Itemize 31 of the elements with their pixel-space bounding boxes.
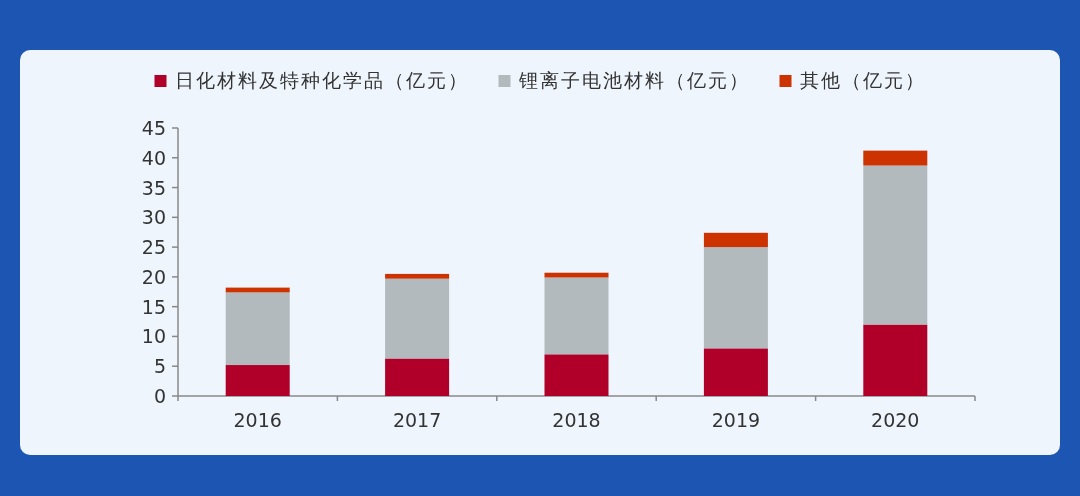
legend-label: 锂离子电池材料（亿元） xyxy=(517,69,750,91)
bar xyxy=(225,292,290,366)
y-tick-label: 20 xyxy=(141,265,166,288)
x-tick-label: 2020 xyxy=(871,409,920,431)
x-tick-label: 2018 xyxy=(552,409,601,431)
bar xyxy=(385,278,450,359)
bar xyxy=(385,273,450,279)
bar xyxy=(863,150,928,166)
y-tick-label: 15 xyxy=(141,295,166,318)
bar xyxy=(703,247,768,349)
x-tick-label: 2016 xyxy=(233,409,282,431)
bar xyxy=(703,232,768,248)
y-tick-label: 45 xyxy=(141,117,166,139)
bar xyxy=(225,365,290,396)
bar xyxy=(544,354,609,396)
x-tick-label: 2017 xyxy=(392,409,442,431)
y-tick-label: 25 xyxy=(141,236,166,259)
y-tick-label: 5 xyxy=(153,355,166,378)
legend-label: 其他（亿元） xyxy=(799,69,926,91)
bar xyxy=(863,324,928,396)
bar xyxy=(863,165,928,325)
y-tick-label: 40 xyxy=(141,146,166,169)
legend-label: 日化材料及特种化学品（亿元） xyxy=(174,69,469,91)
y-tick-label: 10 xyxy=(141,325,166,348)
bar xyxy=(385,358,450,396)
x-tick-label: 2019 xyxy=(711,409,761,431)
bar xyxy=(544,277,609,355)
y-tick-label: 35 xyxy=(141,176,166,199)
y-tick-label: 0 xyxy=(153,385,166,407)
y-tick-label: 30 xyxy=(141,206,166,229)
bar xyxy=(703,348,768,396)
